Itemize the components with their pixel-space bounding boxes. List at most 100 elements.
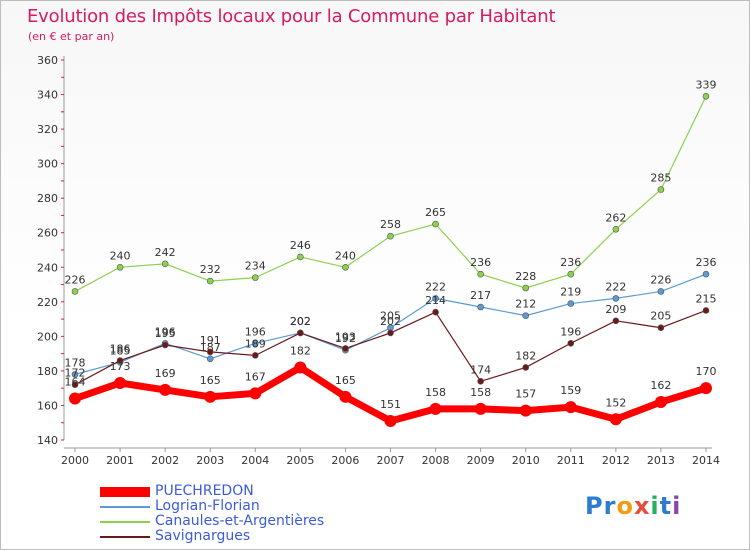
data-point-savignargues <box>567 339 575 347</box>
data-label-canaules-et-argenti-res: 262 <box>605 211 626 224</box>
y-tick-label: 220 <box>37 296 58 309</box>
data-point-canaules-et-argenti-res <box>612 225 620 233</box>
data-point-savignargues <box>161 341 169 349</box>
data-label-savignargues: 186 <box>110 343 131 356</box>
data-point-puechredon <box>474 402 487 415</box>
data-label-savignargues: 205 <box>650 310 671 323</box>
logo-letter: r <box>603 492 617 520</box>
data-label-canaules-et-argenti-res: 234 <box>245 260 266 273</box>
x-tick-label: 2009 <box>467 454 495 467</box>
data-label-canaules-et-argenti-res: 236 <box>560 256 581 269</box>
legend-label: Savignargues <box>155 528 251 544</box>
data-point-puechredon <box>204 390 217 403</box>
data-point-logrian-florian <box>71 371 79 378</box>
data-point-canaules-et-argenti-res <box>432 220 439 228</box>
data-point-logrian-florian <box>251 339 259 347</box>
data-point-canaules-et-argenti-res <box>116 263 124 271</box>
data-label-puechredon: 167 <box>245 370 266 383</box>
data-label-logrian-florian: 185 <box>110 344 131 357</box>
x-tick-label: 2008 <box>422 454 450 467</box>
data-point-puechredon <box>114 377 127 389</box>
data-label-canaules-et-argenti-res: 240 <box>110 249 131 262</box>
data-label-savignargues: 209 <box>605 303 626 316</box>
y-tick-label: 280 <box>37 192 58 205</box>
data-point-canaules-et-argenti-res <box>477 270 484 278</box>
x-tick-label: 2011 <box>557 454 585 467</box>
data-point-logrian-florian <box>206 355 214 363</box>
data-label-savignargues: 214 <box>425 294 446 307</box>
logo-letter: x <box>633 492 651 520</box>
x-tick-label: 2014 <box>692 454 720 467</box>
data-label-logrian-florian: 192 <box>335 332 356 345</box>
data-label-logrian-florian: 222 <box>425 280 446 293</box>
data-label-savignargues: 182 <box>515 349 536 362</box>
data-label-puechredon: 162 <box>650 379 671 392</box>
data-point-savignargues <box>71 381 79 389</box>
x-tick-label: 2007 <box>377 454 405 467</box>
data-label-puechredon: 169 <box>155 367 176 380</box>
data-label-logrian-florian: 196 <box>155 325 176 338</box>
y-tick-label: 140 <box>37 434 58 447</box>
data-label-logrian-florian: 217 <box>470 289 491 302</box>
data-point-puechredon <box>429 402 442 415</box>
data-point-savignargues <box>387 329 394 337</box>
data-point-puechredon <box>384 415 397 427</box>
legend-swatch <box>100 506 150 508</box>
data-point-logrian-florian <box>522 312 530 319</box>
data-label-logrian-florian: 202 <box>290 315 311 328</box>
data-point-puechredon <box>519 404 532 417</box>
data-label-canaules-et-argenti-res: 236 <box>470 256 491 269</box>
data-point-savignargues <box>522 364 530 371</box>
data-label-puechredon: 152 <box>605 396 626 409</box>
logo-letter: i <box>672 492 682 520</box>
data-point-savignargues <box>206 348 214 356</box>
data-point-puechredon <box>69 392 81 405</box>
data-point-puechredon <box>159 383 172 396</box>
data-label-logrian-florian: 212 <box>515 298 536 311</box>
proxiti-logo: Proxiti <box>585 492 681 520</box>
data-label-canaules-et-argenti-res: 246 <box>290 239 311 252</box>
logo-letter: o <box>616 492 634 520</box>
chart-subtitle: (en € et par an) <box>28 30 115 43</box>
data-point-puechredon <box>339 390 352 403</box>
data-label-savignargues: 193 <box>335 330 356 343</box>
y-tick-label: 300 <box>37 158 58 171</box>
data-point-savignargues <box>702 307 710 314</box>
data-point-logrian-florian <box>702 270 710 278</box>
data-point-savignargues <box>297 329 304 337</box>
data-label-canaules-et-argenti-res: 232 <box>200 263 221 276</box>
data-label-logrian-florian: 205 <box>380 310 401 323</box>
y-tick-label: 160 <box>37 399 58 412</box>
data-label-puechredon: 165 <box>335 374 356 387</box>
y-tick-label: 180 <box>37 365 58 378</box>
data-label-canaules-et-argenti-res: 265 <box>425 206 446 219</box>
data-point-canaules-et-argenti-res <box>297 253 304 261</box>
data-point-canaules-et-argenti-res <box>567 270 575 278</box>
data-point-logrian-florian <box>567 300 575 307</box>
data-label-savignargues: 191 <box>200 334 221 347</box>
data-label-logrian-florian: 236 <box>696 256 717 269</box>
data-label-canaules-et-argenti-res: 228 <box>515 270 536 283</box>
data-point-canaules-et-argenti-res <box>342 263 349 271</box>
data-label-savignargues: 195 <box>155 327 176 340</box>
data-label-puechredon: 182 <box>290 344 311 357</box>
data-point-canaules-et-argenti-res <box>387 232 394 240</box>
data-point-canaules-et-argenti-res <box>206 277 214 285</box>
data-point-savignargues <box>116 357 124 364</box>
data-point-canaules-et-argenti-res <box>522 284 530 292</box>
data-point-puechredon <box>564 401 577 414</box>
data-label-puechredon: 173 <box>110 360 131 373</box>
data-label-puechredon: 158 <box>470 386 491 399</box>
legend-label: Logrian-Florian <box>155 498 260 514</box>
data-label-canaules-et-argenti-res: 339 <box>696 78 717 91</box>
y-tick-label: 260 <box>37 227 58 240</box>
y-tick-label: 240 <box>37 261 58 274</box>
data-label-logrian-florian: 222 <box>605 280 626 293</box>
logo-letter: t <box>659 492 673 520</box>
x-tick-label: 2010 <box>512 454 540 467</box>
y-tick-label: 200 <box>37 330 58 343</box>
data-label-logrian-florian: 178 <box>65 356 86 369</box>
data-label-savignargues: 202 <box>290 315 311 328</box>
data-label-canaules-et-argenti-res: 258 <box>380 218 401 231</box>
